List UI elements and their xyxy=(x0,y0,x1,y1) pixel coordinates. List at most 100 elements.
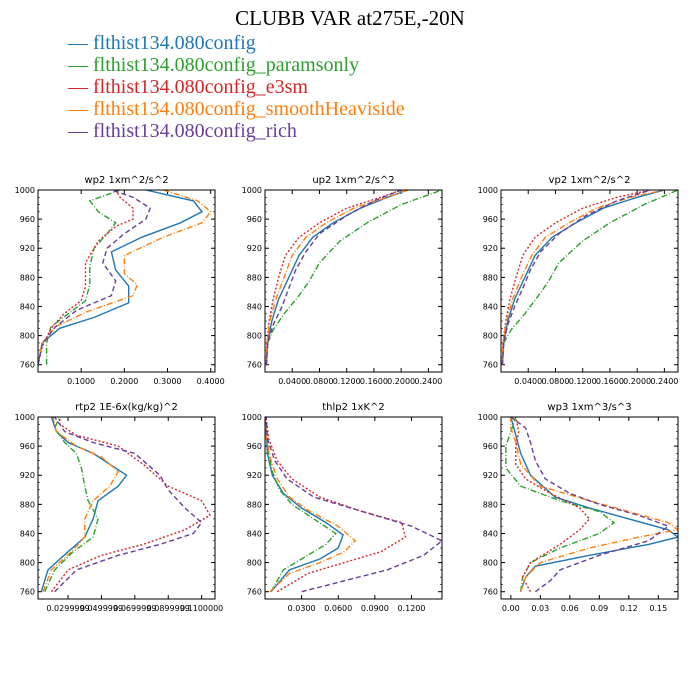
chart-svg: vp2 1xm^2/s^2 760 800 840 880 920 960 1000 0.040… xyxy=(478,175,679,386)
series-line xyxy=(265,190,409,365)
panel-title: vp2 1xm^2/s^2 xyxy=(549,175,631,186)
y-tick-label: 840 xyxy=(247,529,262,538)
y-tick-label: 880 xyxy=(247,500,262,509)
figure-title: CLUBB VAR at275E,-20N xyxy=(235,6,465,30)
x-tick-label: 0.1600 xyxy=(360,377,388,386)
y-tick-label: 960 xyxy=(247,442,262,451)
x-tick-label: 0.0899999 xyxy=(147,604,190,613)
y-tick-label: 840 xyxy=(247,302,262,311)
series-line xyxy=(265,190,402,365)
chart-panel: vp2 1xm^2/s^2 760 800 840 880 920 960 1000 0.040… xyxy=(468,168,694,393)
x-tick-label: 0.1000 xyxy=(67,377,95,386)
legend: — flthist134.080config — flthist134.080co… xyxy=(68,32,405,142)
chart-panel: rtp2 1E-6x(kg/kg)^2 760 800 840 880 920 960 100… xyxy=(5,395,231,620)
y-tick-label: 960 xyxy=(483,442,498,451)
series-line xyxy=(44,417,99,592)
y-tick-label: 800 xyxy=(483,559,498,568)
plot-frame xyxy=(37,416,216,600)
y-tick-label: 1000 xyxy=(15,413,35,422)
series-line xyxy=(265,190,402,365)
series-line xyxy=(510,417,670,593)
x-tick-label: 0.00 xyxy=(502,604,520,613)
y-tick-label: 920 xyxy=(20,471,35,480)
y-tick-label: 1000 xyxy=(478,186,498,195)
x-tick-label: 0.0499999 xyxy=(80,604,123,613)
chart-svg: wp2 1xm^2/s^2 760 800 840 880 920 960 1000 0.100… xyxy=(15,175,225,386)
y-tick-label: 840 xyxy=(483,302,498,311)
y-tick-label: 880 xyxy=(483,273,498,282)
x-tick-label: 0.0699999 xyxy=(113,604,156,613)
x-tick-label: 0.06 xyxy=(561,604,579,613)
y-tick-label: 760 xyxy=(247,588,262,597)
x-tick-label: 0.0300 xyxy=(288,604,316,613)
legend-item: — flthist134.080config_smoothHeaviside xyxy=(68,98,405,120)
series-line xyxy=(265,190,442,365)
series-line xyxy=(54,417,203,593)
series-line xyxy=(510,417,678,592)
x-tick-label: 0.0600 xyxy=(324,604,352,613)
x-tick-label: 0.15 xyxy=(649,604,667,613)
chart-panel: up2 1xm^2/s^2 760 800 840 880 920 960 1000 0.040… xyxy=(232,168,458,393)
y-tick-label: 760 xyxy=(247,361,262,370)
y-tick-label: 960 xyxy=(483,215,498,224)
y-tick-label: 760 xyxy=(20,361,35,370)
y-tick-label: 800 xyxy=(247,332,262,341)
series-line xyxy=(38,190,204,365)
y-tick-label: 760 xyxy=(20,588,35,597)
legend-item: — flthist134.080config_rich xyxy=(68,120,297,142)
panel-title: wp2 1xm^2/s^2 xyxy=(84,175,168,186)
series-line xyxy=(265,417,344,593)
y-tick-label: 1000 xyxy=(242,413,262,422)
y-tick-label: 920 xyxy=(247,244,262,253)
series-line xyxy=(38,190,212,365)
panel-title: rtp2 1E-6x(kg/kg)^2 xyxy=(75,402,178,413)
plot-frame xyxy=(264,189,443,373)
y-tick-label: 920 xyxy=(247,471,262,480)
chart-svg: rtp2 1E-6x(kg/kg)^2 760 800 840 880 920 960 100… xyxy=(15,402,224,613)
x-tick-label: 0.12 xyxy=(620,604,638,613)
x-tick-label: 0.1200 xyxy=(397,604,425,613)
series-line xyxy=(40,417,128,592)
y-tick-label: 880 xyxy=(247,273,262,282)
y-tick-label: 800 xyxy=(20,559,35,568)
series-line xyxy=(265,417,357,593)
x-tick-label: 0.1200 xyxy=(569,377,597,386)
series-line xyxy=(501,190,665,365)
y-tick-label: 880 xyxy=(20,273,35,282)
y-tick-label: 800 xyxy=(20,332,35,341)
y-tick-label: 840 xyxy=(483,529,498,538)
y-tick-label: 840 xyxy=(20,302,35,311)
series-line xyxy=(501,190,678,365)
chart-panel: wp2 1xm^2/s^2 760 800 840 880 920 960 1000 0.100… xyxy=(5,168,231,393)
y-tick-label: 1000 xyxy=(242,186,262,195)
x-tick-label: 0.1100000 xyxy=(180,604,223,613)
x-tick-label: 0.1200 xyxy=(333,377,361,386)
panel-title: thlp2 1xK^2 xyxy=(322,402,385,413)
x-tick-label: 0.3000 xyxy=(154,377,182,386)
y-tick-label: 760 xyxy=(483,588,498,597)
x-tick-label: 0.2000 xyxy=(387,377,415,386)
y-tick-label: 1000 xyxy=(15,186,35,195)
series-line xyxy=(501,190,652,365)
y-tick-label: 920 xyxy=(483,471,498,480)
y-tick-label: 880 xyxy=(483,500,498,509)
y-tick-label: 800 xyxy=(247,559,262,568)
x-tick-label: 0.0400 xyxy=(278,377,306,386)
y-tick-label: 880 xyxy=(20,500,35,509)
legend-item: — flthist134.080config_paramsonly xyxy=(68,54,360,76)
panel-title: up2 1xm^2/s^2 xyxy=(312,175,394,186)
x-tick-label: 0.2400 xyxy=(650,377,678,386)
series-line xyxy=(38,190,152,365)
x-tick-label: 0.0900 xyxy=(361,604,389,613)
series-line xyxy=(510,417,678,592)
y-tick-label: 960 xyxy=(247,215,262,224)
y-tick-label: 960 xyxy=(20,215,35,224)
x-tick-label: 0.0400 xyxy=(514,377,542,386)
y-tick-label: 840 xyxy=(20,529,35,538)
plot-frame xyxy=(264,416,443,600)
legend-item: — flthist134.080config_e3sm xyxy=(68,76,308,98)
y-tick-label: 920 xyxy=(20,244,35,253)
x-tick-label: 0.0800 xyxy=(541,377,569,386)
x-tick-label: 0.03 xyxy=(531,604,549,613)
chart-svg: wp3 1xm^3/s^3 760 800 840 880 920 960 1000 0.00 0… xyxy=(478,402,679,613)
